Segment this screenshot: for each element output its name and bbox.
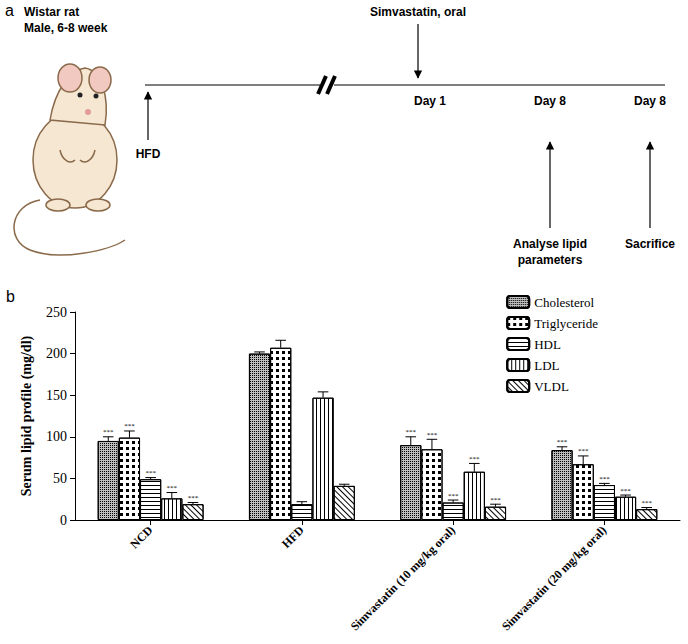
svg-text:LDL: LDL: [534, 358, 559, 373]
svg-text:Male, 6-8 week: Male, 6-8 week: [24, 21, 108, 35]
svg-text:a: a: [5, 2, 14, 19]
svg-text:250: 250: [46, 305, 67, 320]
svg-text:HDL: HDL: [534, 337, 561, 352]
svg-text:Triglyceride: Triglyceride: [534, 316, 598, 331]
svg-text:***: ***: [578, 447, 589, 455]
svg-text:NCD: NCD: [127, 523, 156, 552]
svg-text:Day 1: Day 1: [414, 94, 446, 108]
svg-text:***: ***: [620, 487, 631, 495]
svg-text:***: ***: [188, 494, 199, 502]
svg-text:HFD: HFD: [279, 523, 307, 551]
svg-text:150: 150: [46, 388, 67, 403]
svg-text:VLDL: VLDL: [534, 379, 569, 394]
svg-text:Day 8: Day 8: [534, 94, 566, 108]
svg-text:***: ***: [167, 484, 178, 492]
svg-text:parameters: parameters: [518, 253, 583, 267]
svg-text:***: ***: [448, 492, 459, 500]
svg-text:Analyse lipid: Analyse lipid: [513, 237, 587, 251]
svg-text:***: ***: [427, 431, 438, 439]
svg-text:***: ***: [557, 438, 568, 446]
svg-text:Simvastatin, oral: Simvastatin, oral: [370, 5, 466, 19]
svg-text:200: 200: [46, 346, 67, 361]
html-text:b: b: [6, 288, 15, 305]
svg-text:***: ***: [641, 499, 652, 507]
svg-text:***: ***: [145, 469, 156, 477]
svg-text:Simvastatin (10 mg/kg oral): Simvastatin (10 mg/kg oral): [348, 523, 458, 633]
svg-text:50: 50: [53, 471, 67, 486]
svg-text:***: ***: [490, 496, 501, 504]
svg-text:***: ***: [103, 428, 114, 436]
svg-text:***: ***: [124, 422, 135, 430]
svg-text:***: ***: [406, 428, 417, 436]
svg-text:100: 100: [46, 429, 67, 444]
svg-text:Simvastatin (20 mg/kg oral): Simvastatin (20 mg/kg oral): [499, 523, 609, 633]
svg-text:Serum lipid profile (mg/dl): Serum lipid profile (mg/dl): [19, 335, 35, 496]
svg-text:***: ***: [599, 475, 610, 483]
svg-text:HFD: HFD: [136, 147, 161, 161]
svg-text:Sacrifice: Sacrifice: [625, 237, 675, 251]
svg-text:Day 8: Day 8: [634, 94, 666, 108]
svg-text:Wistar rat: Wistar rat: [24, 5, 79, 19]
svg-text:Cholesterol: Cholesterol: [534, 295, 594, 310]
svg-text:0: 0: [60, 513, 67, 528]
svg-text:***: ***: [469, 455, 480, 463]
